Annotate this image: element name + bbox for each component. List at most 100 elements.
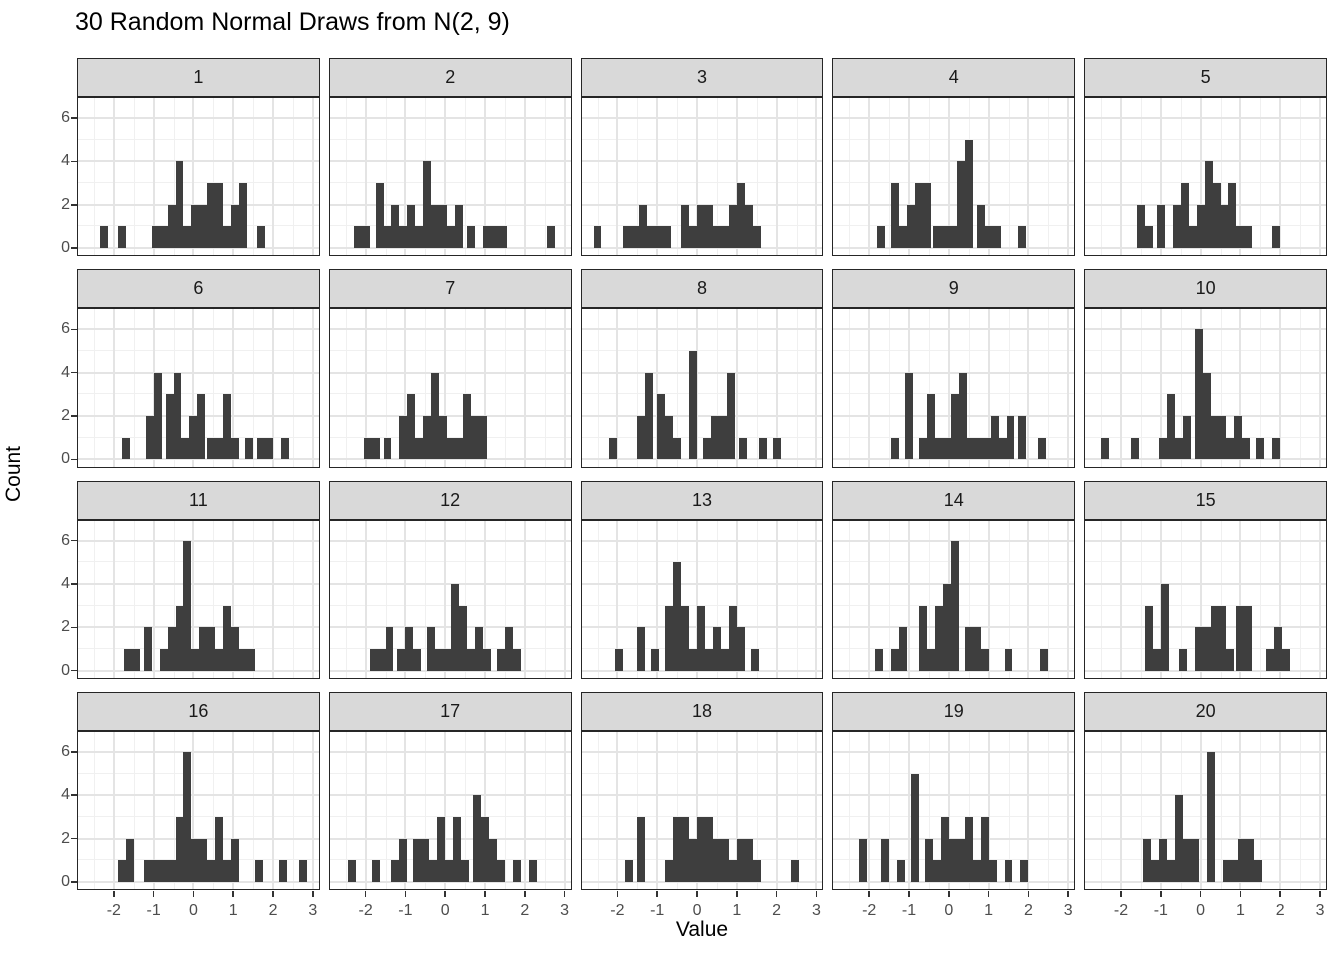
histogram-bar [413,648,422,671]
facet-strip-label: 16 [77,691,320,731]
histogram-bar [1040,648,1049,671]
x-tick-label: 0 [944,902,954,919]
y-tick-label: 0 [61,239,70,257]
histogram-bar [1142,838,1151,882]
histogram-bar [1174,437,1183,460]
histogram-bar [665,416,674,460]
histogram-bar [736,838,745,882]
histogram-bar [131,648,140,671]
histogram-bar [914,183,923,249]
histogram-bar [117,226,126,249]
histogram-bar [1246,838,1255,882]
histogram-bar [681,605,690,671]
histogram-bar [451,583,460,671]
histogram-bar [752,860,761,882]
histogram-bar [899,226,908,249]
histogram-bar [489,838,497,882]
facet-strip-label: 19 [832,691,1076,731]
histogram-bar [1156,204,1165,249]
histogram-bar [471,416,480,460]
y-tick-label: 4 [61,363,70,381]
facet-panel: 5 [1084,58,1327,257]
histogram-bar [942,583,951,671]
histogram-bar [231,204,240,249]
facet-strip-label: 18 [580,691,824,731]
histogram-bar [429,860,438,882]
histogram-bar [1018,416,1027,460]
histogram-bar [191,838,200,882]
histogram-bar [371,860,380,882]
histogram-bar [712,226,721,249]
facet-plot-area: -2 -1 0 1 2 3 [328,729,572,919]
histogram-bar [657,394,666,460]
histogram-bar [257,437,266,460]
histogram-bar [988,860,997,882]
histogram-bar [231,437,240,460]
facet-plot-area: -2 -1 0 1 2 3 [832,729,1076,919]
facet-strip-label: 15 [1084,480,1327,520]
histogram-bar [728,860,737,882]
y-axis-title: Count [2,445,25,503]
histogram-bar [546,226,555,249]
histogram-bar [371,437,380,460]
histogram-bar [697,816,705,882]
x-tick-label: 0 [1196,902,1206,919]
histogram-bar [1218,605,1227,671]
histogram-bar [223,394,232,460]
histogram-bar [1190,838,1199,882]
histogram-bar [1210,605,1219,671]
histogram-bar [891,648,900,671]
histogram-bar [972,627,981,671]
histogram-bar [704,204,713,249]
histogram-bar [445,860,454,882]
facet-plot-area: 0 2 4 6 [61,518,320,679]
facet-plot-area [328,518,572,679]
histogram-bar [1166,860,1175,882]
histogram-bar [1194,627,1203,671]
histogram-bar [934,605,943,671]
histogram-bar [859,838,868,882]
histogram-bar [655,226,664,249]
histogram-bar [926,648,935,671]
histogram-bar [720,838,729,882]
histogram-bar [758,437,767,460]
x-tick-label: 1 [228,902,238,919]
histogram-bar [473,795,482,882]
histogram-bar [223,226,232,249]
histogram-bar [637,627,646,671]
histogram-bar [881,838,890,882]
histogram-bar [183,226,192,249]
histogram-bar [439,416,448,460]
histogram-bar [697,605,705,671]
histogram-bar [911,773,919,882]
y-tick-label: 6 [61,320,70,338]
histogram-bar [897,860,906,882]
histogram-bar [663,226,672,249]
histogram-bar [736,627,745,671]
histogram-bar [1210,416,1219,460]
x-tick-label: -2 [862,902,877,919]
x-tick-label: -1 [146,902,161,919]
histogram-bar [651,648,660,671]
histogram-bar [123,648,132,671]
chart-title: 30 Random Normal Draws from N(2, 9) [75,8,510,36]
histogram-bar [199,838,208,882]
histogram-bar [479,416,487,460]
histogram-bar [415,437,424,460]
histogram-bar [1266,648,1275,671]
facet-plot-area [1084,307,1327,468]
histogram-bar [681,204,690,249]
facet-strip-label: 11 [77,480,320,520]
histogram-bar [1220,204,1229,249]
x-tick-label: -2 [106,902,121,919]
x-tick-label: 1 [732,902,742,919]
histogram-bar [1212,183,1221,249]
histogram-bar [966,437,975,460]
histogram-bar [459,605,468,671]
x-tick-label: 2 [1275,902,1285,919]
histogram-bar [922,183,931,249]
histogram-bar [1256,437,1265,460]
histogram-bar [413,838,422,882]
histogram-bar [1236,226,1245,249]
histogram-bar [609,437,618,460]
